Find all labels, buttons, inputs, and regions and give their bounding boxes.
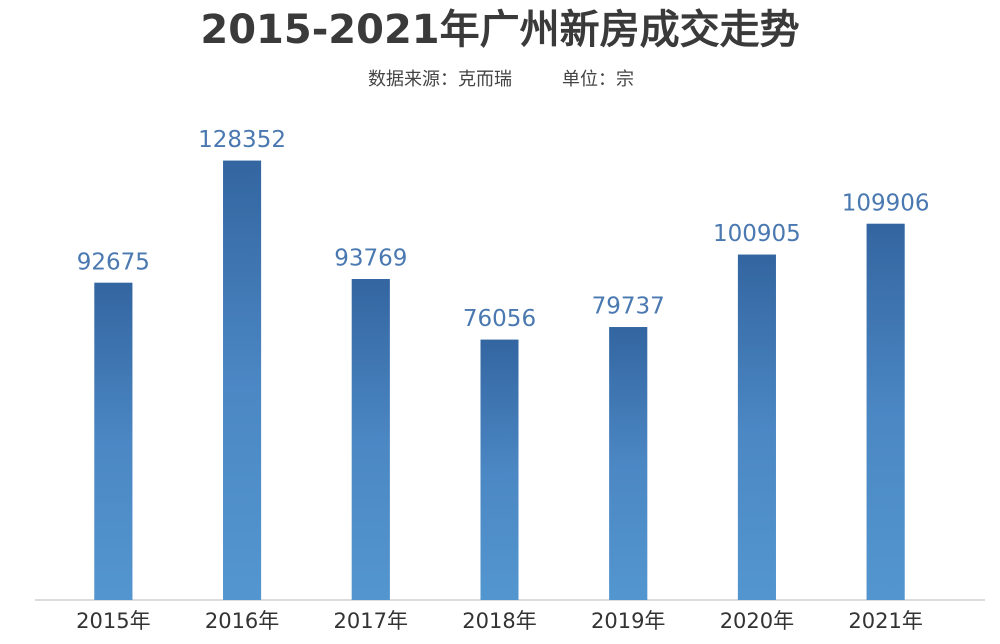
x-tick-label: 2018年	[462, 609, 536, 633]
x-tick-label: 2020年	[720, 609, 794, 633]
x-tick-label: 2015年	[76, 609, 150, 633]
value-label: 92675	[77, 249, 150, 275]
value-label: 79737	[592, 294, 665, 320]
bar	[609, 327, 648, 600]
x-tick-label: 2016年	[205, 609, 279, 633]
value-label: 76056	[463, 306, 536, 332]
value-label: 109906	[842, 190, 930, 216]
unit-label: 单位：宗	[562, 69, 634, 90]
bar	[737, 254, 776, 600]
bar	[94, 282, 133, 600]
x-tick-label: 2021年	[848, 609, 922, 633]
x-tick-label: 2017年	[334, 609, 408, 633]
value-label: 128352	[198, 127, 286, 153]
value-label: 93769	[334, 246, 407, 272]
value-label: 100905	[713, 221, 801, 247]
bar	[351, 279, 390, 600]
chart-title: 2015-2021年广州新房成交走势	[200, 7, 799, 53]
bar	[223, 160, 262, 600]
bar	[480, 339, 519, 600]
x-tick-label: 2019年	[591, 609, 665, 633]
chart-subtitle: 数据来源：克而瑞	[368, 69, 512, 90]
bar	[866, 223, 905, 600]
